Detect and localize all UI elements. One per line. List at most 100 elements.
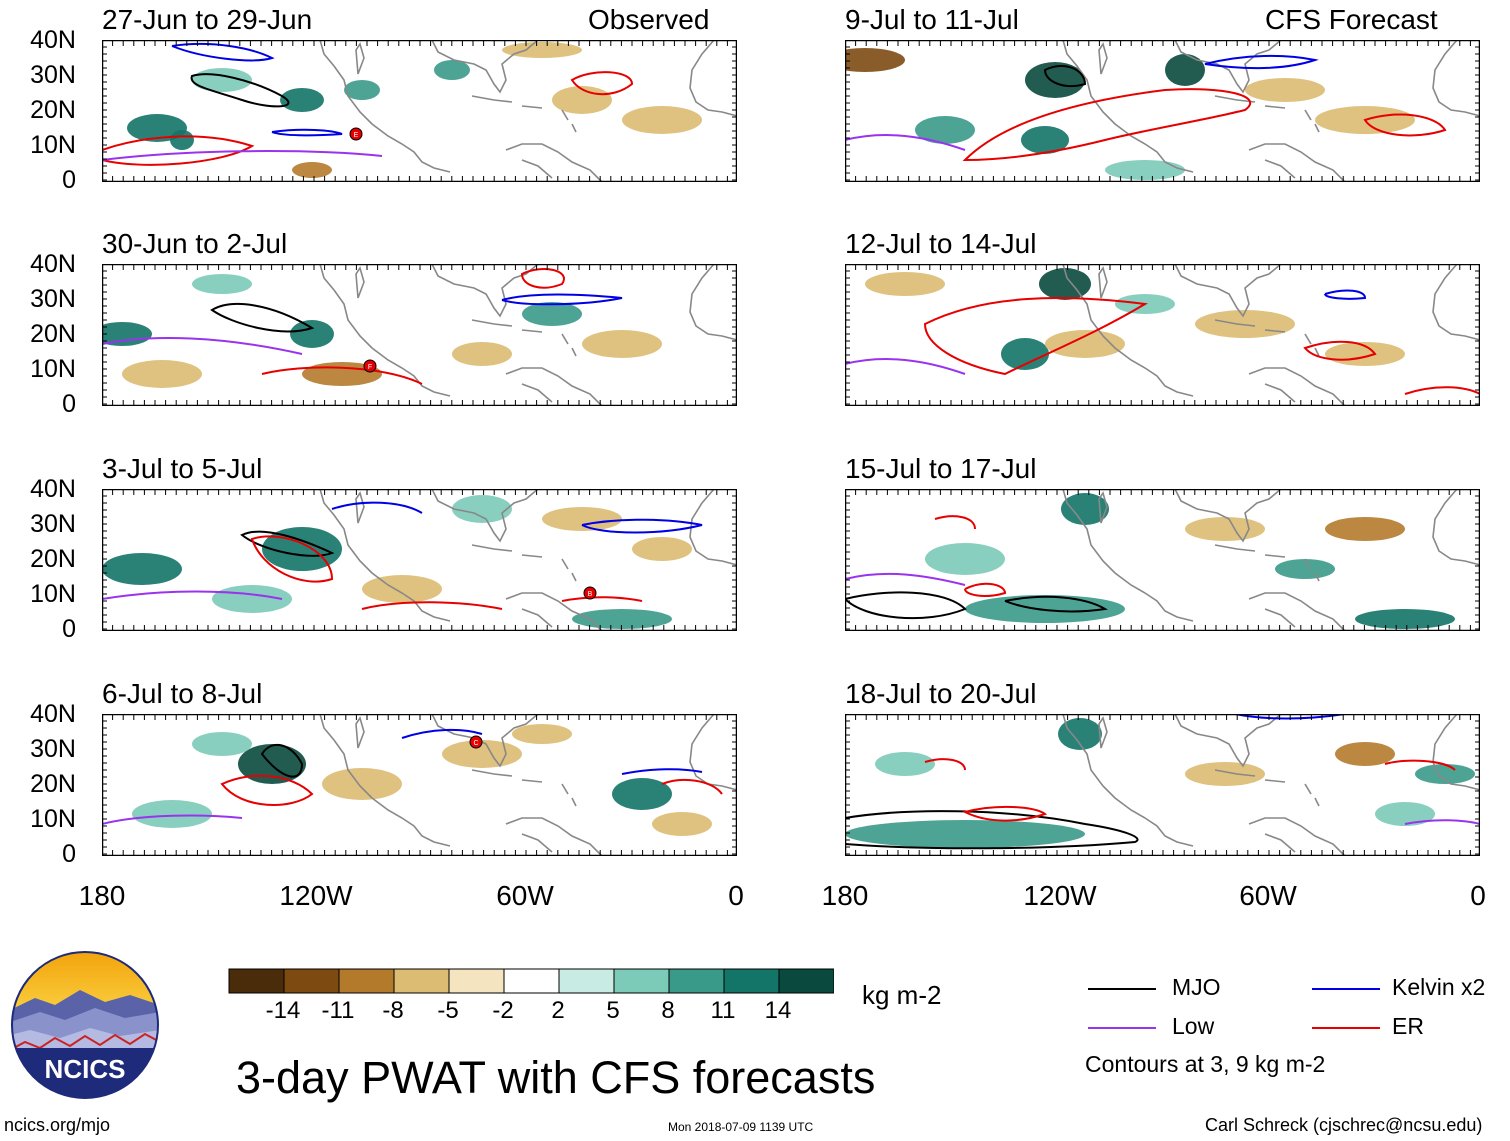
wave-contour xyxy=(520,268,565,289)
pwat-anomaly xyxy=(925,543,1005,575)
pwat-anomaly xyxy=(572,609,672,629)
wave-contour xyxy=(220,774,314,806)
pwat-anomaly xyxy=(290,320,334,348)
coastline xyxy=(1432,489,1480,566)
wave-contour xyxy=(1204,54,1319,70)
lat-label: 10N xyxy=(30,355,76,383)
colorbar-units: kg m-2 xyxy=(862,980,942,1010)
pwat-anomaly xyxy=(502,42,582,58)
coastline xyxy=(1214,319,1320,357)
colorbar-label: -8 xyxy=(382,997,404,1024)
pwat-anomaly xyxy=(322,768,402,800)
pwat-anomaly xyxy=(612,778,672,810)
wave-contour xyxy=(102,590,283,600)
coastline xyxy=(1432,714,1480,791)
pwat-anomaly xyxy=(1021,126,1069,154)
wave-contour xyxy=(240,530,335,557)
lat-label: 0 xyxy=(62,840,76,868)
colorbar-swatch xyxy=(558,968,615,994)
wave-contour xyxy=(1004,595,1108,613)
coastline xyxy=(1214,95,1320,133)
wave-contour xyxy=(102,150,383,161)
coastline xyxy=(431,264,539,318)
coastline xyxy=(1248,367,1346,406)
wave-contour xyxy=(102,337,303,355)
wave-contour xyxy=(190,73,290,108)
footer-timestamp: Mon 2018-07-09 1139 UTC xyxy=(668,1120,814,1134)
coastline xyxy=(1248,817,1346,856)
lon-label: 180 xyxy=(78,880,126,911)
panel-title: 15-Jul to 17-Jul xyxy=(845,453,1037,484)
pwat-anomaly xyxy=(1045,330,1125,358)
lon-label: 0 xyxy=(1470,880,1486,911)
wave-contour xyxy=(261,366,423,385)
wave-contour xyxy=(501,293,623,306)
lat-label: 30N xyxy=(30,735,76,763)
pwat-anomaly xyxy=(875,752,935,776)
colorbar-swatch xyxy=(503,968,560,994)
pwat-anomaly xyxy=(1335,742,1395,766)
lon-label: 180 xyxy=(821,880,869,911)
colorbar-label: 2 xyxy=(551,997,565,1024)
wave-contour xyxy=(845,572,966,586)
legend-kelvin-line xyxy=(1312,988,1380,990)
panel-title: 3-Jul to 5-Jul xyxy=(102,453,263,484)
coastline xyxy=(1214,544,1320,582)
map-panel xyxy=(845,40,1480,182)
logo-text: NCICS xyxy=(45,1054,126,1084)
lat-label: 40N xyxy=(30,26,76,54)
footer-author: Carl Schreck (cjschrec@ncsu.edu) xyxy=(1205,1115,1483,1135)
wave-contour xyxy=(1404,819,1480,825)
coastline xyxy=(505,592,603,631)
panel-title: 18-Jul to 20-Jul xyxy=(845,678,1037,709)
pwat-anomaly xyxy=(582,330,662,358)
lon-label: 0 xyxy=(728,880,744,911)
lat-label: 20N xyxy=(30,96,76,124)
lat-label: 10N xyxy=(30,805,76,833)
coastline xyxy=(1062,489,1194,622)
panel-title: 30-Jun to 2-Jul xyxy=(102,228,288,259)
pwat-anomaly xyxy=(915,116,975,144)
coastline xyxy=(471,769,577,807)
coastline xyxy=(1432,40,1480,117)
storm-marker: C xyxy=(469,735,483,749)
pwat-anomaly xyxy=(434,60,470,80)
wave-contour xyxy=(845,358,966,375)
pwat-anomaly xyxy=(1025,62,1085,98)
coastline xyxy=(505,367,603,406)
coastline xyxy=(1214,769,1320,807)
wave-contour xyxy=(661,778,723,795)
storm-letter: F xyxy=(368,364,372,371)
storm-letter: B xyxy=(588,591,593,598)
wave-contour xyxy=(1303,340,1377,361)
coastline xyxy=(471,544,577,582)
coastline xyxy=(689,264,737,341)
colorbar-swatch xyxy=(613,968,670,994)
pwat-anomaly xyxy=(632,537,692,561)
panel-title: 27-Jun to 29-Jun xyxy=(102,4,313,35)
colorbar-label: -2 xyxy=(492,997,514,1024)
wave-contour xyxy=(1363,113,1447,137)
wave-contour xyxy=(102,135,255,166)
panel-title: 9-Jul to 11-Jul xyxy=(845,4,1019,35)
colorbar-label: 14 xyxy=(764,997,792,1024)
pwat-anomaly xyxy=(280,88,324,112)
colorbar-swatch xyxy=(393,968,450,994)
colorbar-swatch xyxy=(723,968,780,994)
ncics-logo: NCICS xyxy=(11,951,159,1099)
map-panel xyxy=(845,714,1480,856)
coastline xyxy=(505,143,603,182)
pwat-anomaly xyxy=(845,820,1085,848)
footer-url: ncics.org/mjo xyxy=(4,1115,111,1135)
coastline xyxy=(471,95,577,133)
coastline xyxy=(1174,489,1282,543)
panel-title: 12-Jul to 14-Jul xyxy=(845,228,1037,259)
coastline xyxy=(319,264,451,397)
wave-contour xyxy=(845,134,966,151)
storm-marker: B xyxy=(583,586,597,600)
storm-marker: E xyxy=(349,127,363,141)
storm-letter: E xyxy=(354,132,359,139)
pwat-anomaly xyxy=(127,114,187,142)
lon-label: 60W xyxy=(1239,880,1297,911)
legend-low-label: Low xyxy=(1172,1013,1215,1039)
